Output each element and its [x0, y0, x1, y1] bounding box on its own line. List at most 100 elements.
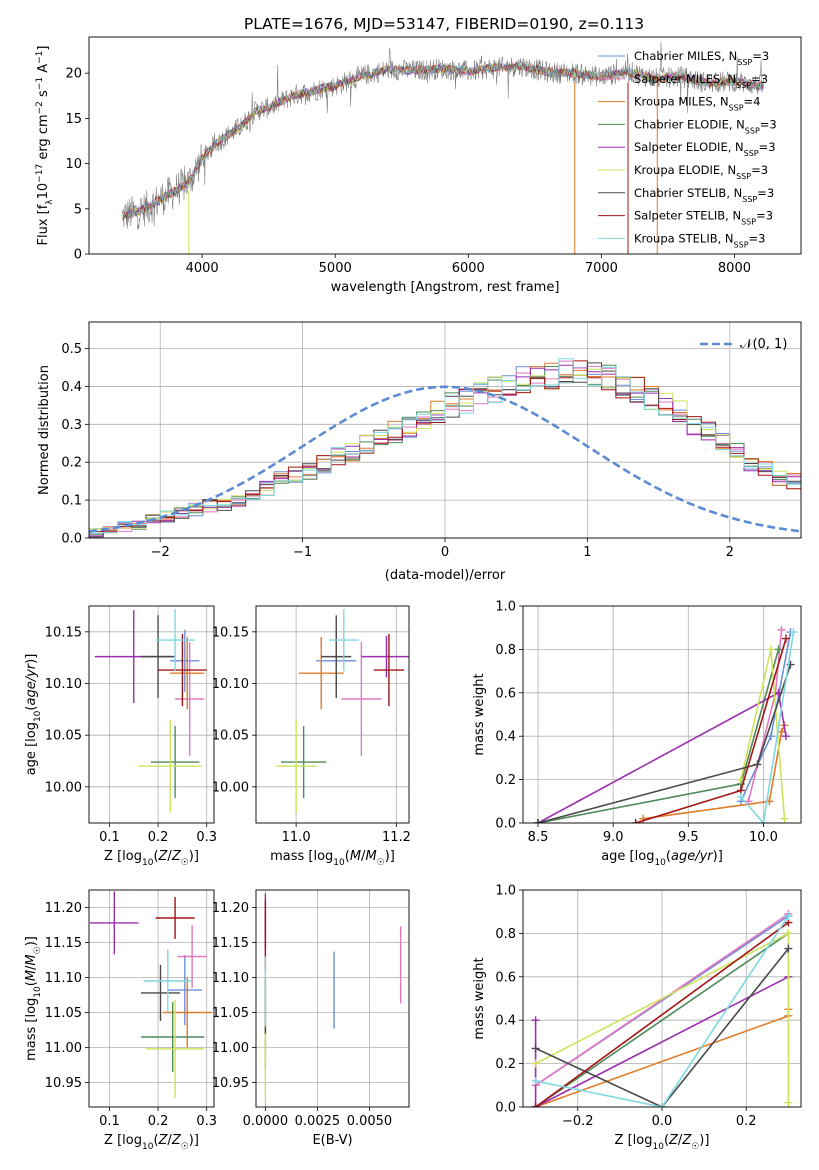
y-axis-label: mass weight: [472, 673, 487, 755]
label-part: Z: [681, 1133, 692, 1148]
x-tick-label: 0.1: [99, 1114, 120, 1129]
x-axis-label: age [log10(age/yr)]: [601, 849, 723, 868]
weight-series-line: [535, 913, 789, 1086]
label-part: )]: [24, 936, 39, 946]
weight-series-marker: [777, 727, 786, 736]
label-part: −1: [35, 77, 45, 90]
axes-frame: [88, 605, 215, 824]
y-tick-label: 10: [65, 157, 82, 172]
weight-series-line: [535, 932, 789, 1107]
legend-part: SSP: [737, 58, 752, 67]
label-part: Z: [171, 849, 182, 864]
label-part: M: [24, 954, 39, 965]
weight-series-marker: [784, 929, 793, 938]
panel-residuals: −2 −1 0 1 2 0.0 0.1 0.2 0.3 0.4 0.5 (data-model)/er…: [37, 321, 802, 583]
label-part: (: [666, 849, 671, 864]
y-axis-label: mass weight: [472, 957, 487, 1039]
legend-part: Salpeter MILES, N: [634, 72, 736, 86]
histogram-series: [89, 360, 801, 532]
weight-series-marker: [658, 1103, 666, 1107]
legend-part: SSP: [729, 103, 744, 112]
y-tick-label: 11.15: [45, 936, 82, 951]
x-tick-label: 0.0000: [243, 1114, 289, 1129]
y-tick-label: 0.0: [61, 532, 82, 547]
weight-series-line: [740, 631, 795, 823]
label-part: age [log: [24, 722, 39, 775]
weight-series-marker: [777, 625, 786, 634]
legend-part: =3: [760, 117, 777, 131]
label-part: wavelength [Angstrom, rest frame]: [331, 280, 560, 295]
y-tick-label: 10.05: [212, 729, 249, 744]
x-tick-label: 10.0: [749, 830, 778, 845]
label-part: Z [log: [104, 849, 142, 864]
weight-series-marker: [531, 1044, 540, 1053]
axes-frame: [88, 36, 802, 255]
label-part: E(B-V): [312, 1133, 352, 1148]
legend-label: Kroupa STELIB, NSSP=3: [634, 231, 765, 249]
y-tick-label: 10.00: [45, 780, 82, 795]
y-tick-label: 0: [74, 248, 82, 263]
y-tick-label: 0.6: [495, 686, 516, 701]
label-part: 10: [33, 986, 43, 998]
plot-area-age-vs-Z: [94, 609, 207, 813]
x-tick-label: 7000: [585, 261, 618, 276]
y-tick-label: 11.20: [212, 901, 249, 916]
legend-label: Chabrier ELODIE, NSSP=3: [634, 117, 777, 135]
plot-area-spectrum: [122, 41, 764, 254]
weight-series-marker: [766, 732, 775, 741]
weight-series-marker: [789, 628, 798, 637]
plot-area-age-vs-mass: [276, 609, 409, 813]
y-tick-label: 10.00: [212, 780, 249, 795]
x-axis-label: E(B-V): [312, 1133, 352, 1148]
x-tick-label: 0.0025: [295, 1114, 341, 1129]
label-part: )]: [189, 1133, 199, 1148]
label-part: Normed distribution: [37, 365, 52, 495]
x-axis-label: Z [log10(Z/Z☉)]: [104, 1133, 199, 1152]
plot-area-weight-vs-age: [534, 625, 798, 823]
y-tick-label: 11.00: [212, 1041, 249, 1056]
spectrum-model-line: [122, 61, 764, 218]
x-tick-label: 6000: [452, 261, 485, 276]
label-part: /: [361, 849, 366, 864]
x-axis-label: wavelength [Angstrom, rest frame]: [331, 280, 560, 295]
y-tick-label: 11.10: [212, 971, 249, 986]
legend-label: 𝒩(0, 1): [740, 337, 787, 352]
weight-series-marker: [784, 944, 793, 953]
label-part: ☉: [691, 1142, 699, 1152]
y-tick-label: 0.4: [495, 1014, 516, 1029]
x-tick-label: 0.2: [736, 1114, 757, 1129]
y-tick-label: 0.3: [61, 418, 82, 433]
legend-part: SSP: [742, 194, 757, 203]
weight-series-marker: [631, 819, 640, 823]
legend-part: =3: [752, 49, 769, 63]
y-tick-label: 0.5: [61, 342, 82, 357]
x-axis-label: Z [log10(Z/Z☉)]: [104, 849, 199, 868]
label-part: age/yr: [671, 849, 714, 864]
legend-part: SSP: [734, 240, 749, 249]
figure-title: PLATE=1676, MJD=53147, FIBERID=0190, z=0…: [244, 15, 644, 33]
histogram-series: [89, 358, 801, 534]
weight-series-marker: [534, 819, 543, 823]
legend-part: =4: [744, 95, 761, 109]
y-tick-label: 11.05: [212, 1006, 249, 1021]
label-part: /: [24, 965, 39, 970]
legend-label: Salpeter ELODIE, NSSP=3: [634, 140, 776, 158]
legend-part: =3: [751, 163, 768, 177]
y-tick-label: 1.0: [495, 600, 516, 615]
legend-label: Salpeter STELIB, NSSP=3: [634, 209, 773, 227]
legend-part: Chabrier STELIB, N: [634, 186, 742, 200]
label-part: Z: [158, 849, 169, 864]
label-part: 10: [36, 183, 51, 200]
weight-series-marker: [753, 760, 762, 769]
x-axis-label: mass [log10(M/M☉)]: [270, 849, 395, 868]
legend-label: Kroupa ELODIE, NSSP=3: [634, 163, 768, 181]
y-tick-label: 11.05: [45, 1006, 82, 1021]
weight-series-line: [535, 921, 789, 1107]
panel-weight-vs-Z: −0.2 0.0 0.20.00.20.40.60.81.0Z [log10(Z/Z…: [472, 884, 802, 1152]
label-part: 10: [652, 1142, 664, 1152]
y-tick-label: 11.15: [212, 936, 249, 951]
weight-series-marker: [781, 634, 790, 643]
x-tick-label: 0.3: [196, 830, 217, 845]
